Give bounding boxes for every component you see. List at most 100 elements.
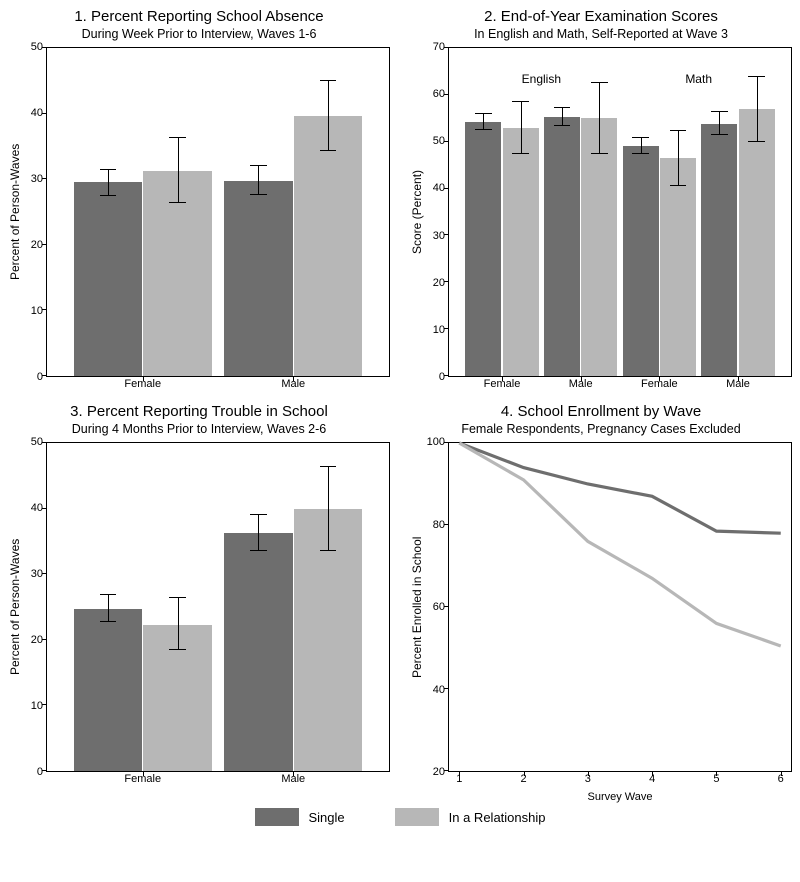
ytick-mark	[444, 442, 449, 443]
panel-3-xlabels: FemaleMale	[47, 773, 389, 789]
error-cap	[632, 153, 648, 154]
xtick-mark	[502, 376, 503, 381]
xtick-mark	[524, 771, 525, 776]
error-cap	[100, 594, 116, 595]
ytick-label: 30	[433, 230, 445, 242]
error-cap	[512, 153, 528, 154]
panel-2-subtitle: In English and Math, Self-Reported at Wa…	[410, 27, 792, 41]
error-cap	[748, 141, 764, 142]
panel-3: 3. Percent Reporting Trouble in School D…	[8, 403, 390, 772]
ytick-label: 20	[31, 634, 43, 646]
ytick-mark	[444, 688, 449, 689]
error-cap	[670, 130, 686, 131]
legend-label: In a Relationship	[449, 810, 546, 825]
panel-4: 4. School Enrollment by Wave Female Resp…	[410, 403, 792, 772]
panel-3-ylabel: Percent of Person-Waves	[8, 442, 24, 772]
panel-4-ylabel: Percent Enrolled in School	[410, 442, 426, 772]
ytick-mark	[42, 508, 47, 509]
ytick-label: 0	[37, 371, 43, 383]
legend-item: Single	[255, 808, 345, 826]
panel-2-chart: Score (Percent) 010203040506070 FemaleMa…	[410, 47, 792, 377]
ytick-mark	[42, 442, 47, 443]
ytick-mark	[444, 141, 449, 142]
ytick-mark	[42, 639, 47, 640]
legend: Single In a Relationship	[8, 808, 792, 826]
ytick-mark	[444, 188, 449, 189]
bar	[623, 146, 659, 376]
error-cap	[554, 107, 570, 108]
panel-2-ylabel: Score (Percent)	[410, 47, 426, 377]
panel-4-chart: Percent Enrolled in School 20406080100 1…	[410, 442, 792, 772]
xtick-mark	[659, 376, 660, 381]
ytick-mark	[444, 524, 449, 525]
ytick-mark	[42, 47, 47, 48]
line-series	[459, 443, 780, 533]
legend-swatch	[255, 808, 299, 826]
error-cap	[250, 550, 266, 551]
xtick-mark	[588, 771, 589, 776]
error-cap	[670, 185, 686, 186]
error-cap	[591, 82, 607, 83]
panel-4-plot: 123456 Survey Wave	[448, 442, 792, 772]
ytick-label: 0	[439, 371, 445, 383]
xtick-mark	[738, 376, 739, 381]
bar	[660, 158, 696, 376]
panel-4-lines	[449, 443, 791, 771]
xtick-mark	[293, 376, 294, 381]
ytick-mark	[444, 47, 449, 48]
bar	[224, 533, 292, 771]
error-cap	[100, 195, 116, 196]
panel-4-xlabel: Survey Wave	[449, 791, 791, 803]
panel-1-ylabel: Percent of Person-Waves	[8, 47, 24, 377]
ytick-mark	[444, 328, 449, 329]
bar	[224, 181, 292, 376]
panel-1-subtitle: During Week Prior to Interview, Waves 1-…	[8, 27, 390, 41]
xtick-mark	[293, 771, 294, 776]
panel-3-plot: FemaleMale	[46, 442, 390, 772]
panel-3-chart: Percent of Person-Waves 01020304050 Fema…	[8, 442, 390, 772]
ytick-label: 40	[433, 684, 445, 696]
panel-1-xlabels: FemaleMale	[47, 378, 389, 394]
error-cap	[554, 125, 570, 126]
xtick-mark	[716, 771, 717, 776]
bar	[294, 116, 362, 376]
error-cap	[250, 514, 266, 515]
error-cap	[169, 597, 185, 598]
ytick-mark	[42, 244, 47, 245]
ytick-label: 100	[427, 436, 445, 448]
error-cap	[169, 137, 185, 138]
bar	[503, 128, 539, 376]
ytick-mark	[42, 573, 47, 574]
ytick-mark	[444, 234, 449, 235]
ytick-mark	[42, 770, 47, 771]
panel-3-yticks: 01020304050	[24, 442, 46, 772]
ytick-mark	[42, 113, 47, 114]
panel-4-xlabels: 123456	[449, 773, 791, 789]
error-cap	[169, 649, 185, 650]
ytick-mark	[444, 606, 449, 607]
bar	[465, 122, 501, 376]
ytick-label: 60	[433, 601, 445, 613]
group-annotation: English	[522, 72, 561, 86]
error-bar	[483, 114, 484, 130]
xtick-mark	[781, 771, 782, 776]
error-cap	[320, 80, 336, 81]
panel-1: 1. Percent Reporting School Absence Duri…	[8, 8, 390, 377]
error-bar	[562, 108, 563, 126]
ytick-mark	[444, 94, 449, 95]
panel-2-plot: FemaleMaleFemaleMale EnglishMath	[448, 47, 792, 377]
panel-grid: 1. Percent Reporting School Absence Duri…	[8, 8, 792, 772]
panel-4-subtitle: Female Respondents, Pregnancy Cases Excl…	[410, 422, 792, 436]
error-bar	[719, 112, 720, 135]
error-cap	[169, 202, 185, 203]
error-bar	[258, 515, 259, 552]
error-cap	[320, 150, 336, 151]
error-cap	[100, 621, 116, 622]
panel-1-title: 1. Percent Reporting School Absence	[8, 8, 390, 25]
legend-swatch	[395, 808, 439, 826]
panel-1-chart: Percent of Person-Waves 01020304050 Fema…	[8, 47, 390, 377]
error-bar	[178, 138, 179, 204]
panel-2-title: 2. End-of-Year Examination Scores	[410, 8, 792, 25]
ytick-label: 0	[37, 766, 43, 778]
ytick-mark	[444, 375, 449, 376]
